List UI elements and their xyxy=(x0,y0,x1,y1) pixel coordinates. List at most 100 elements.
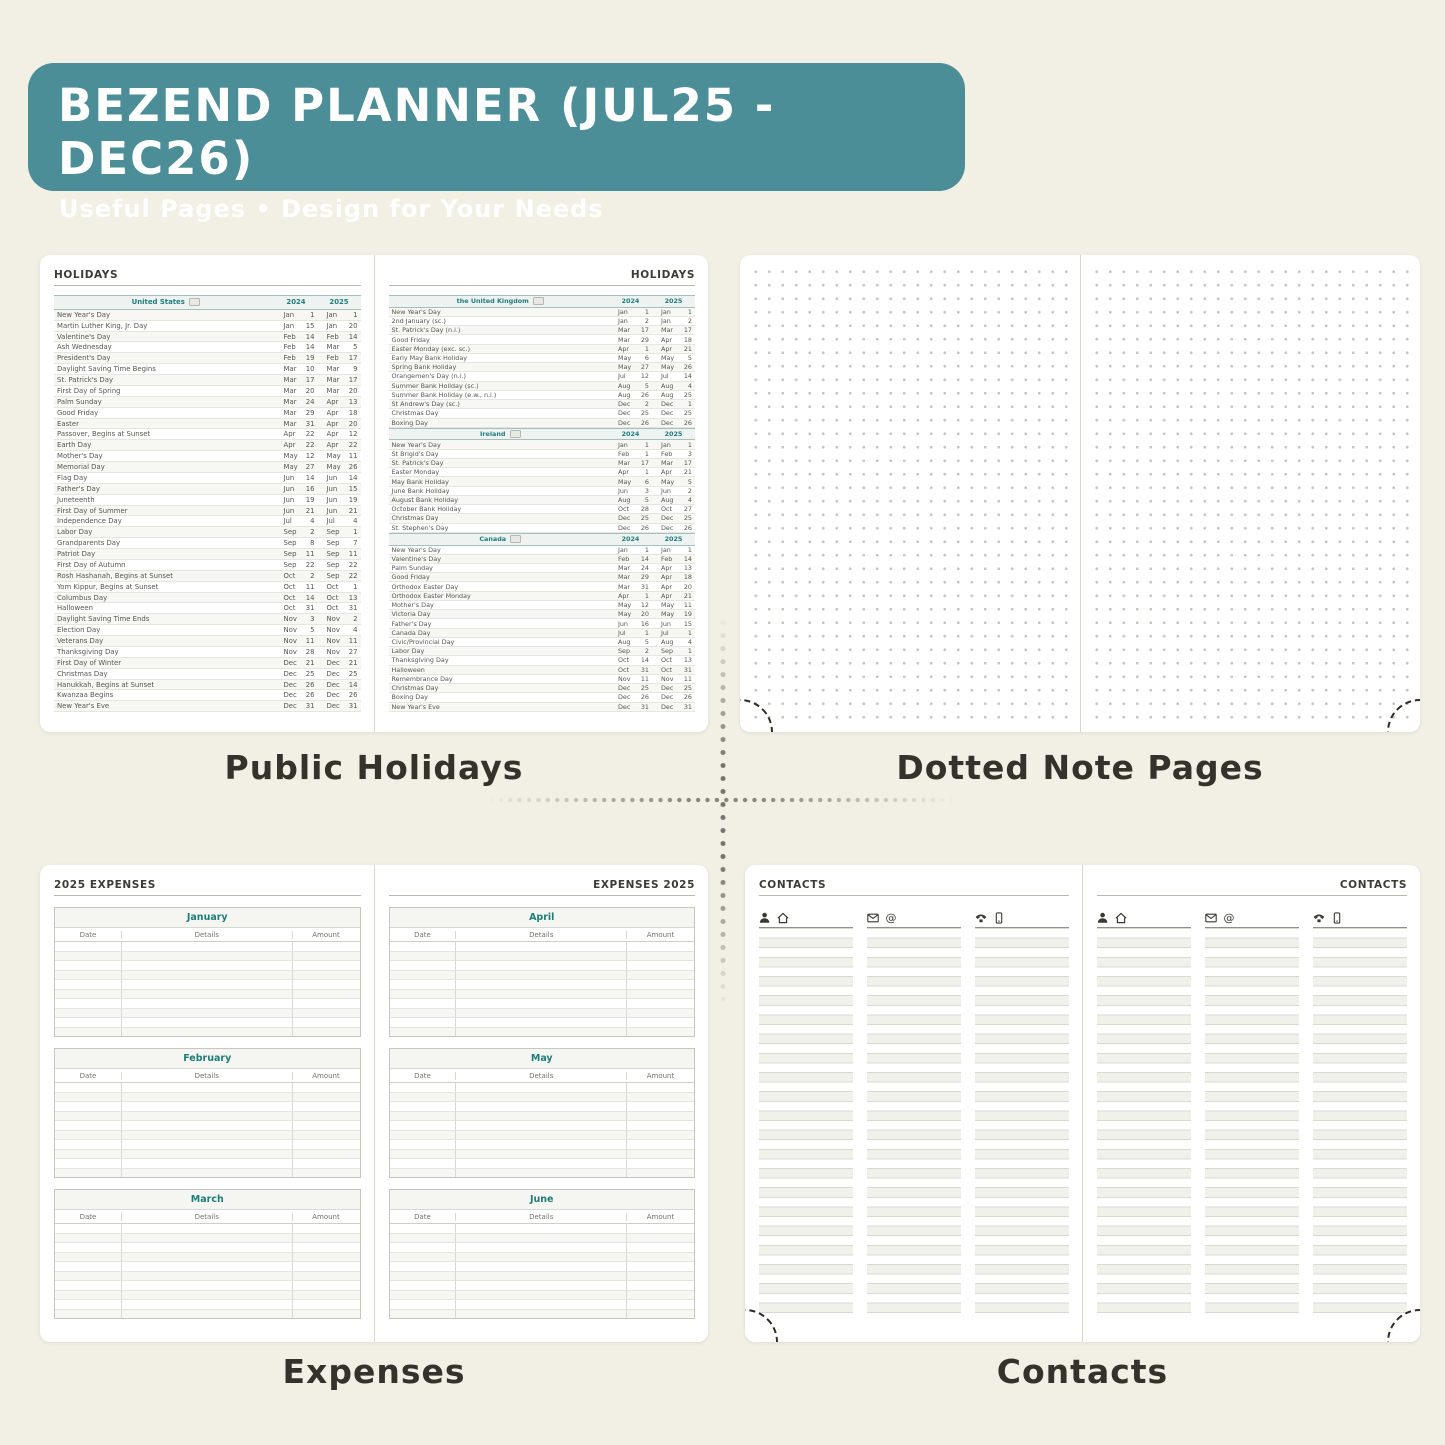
holiday-day-2025: 14 xyxy=(348,332,358,341)
holiday-day-2024: 17 xyxy=(640,459,649,468)
holiday-month-2025: Jun xyxy=(326,484,338,493)
holiday-month-2025: Oct xyxy=(661,665,673,674)
holiday-name: August Bank Holiday xyxy=(391,496,459,504)
expense-row xyxy=(389,961,694,971)
expense-cell xyxy=(55,1168,122,1177)
expense-cell xyxy=(390,1159,457,1168)
expense-row xyxy=(55,1027,360,1036)
expense-cell xyxy=(122,1168,293,1177)
holiday-month-2025: Jul xyxy=(661,372,669,381)
expense-cell xyxy=(456,1027,627,1036)
holiday-name: Valentine's Day xyxy=(57,332,111,341)
expense-column-header: Details xyxy=(456,1071,627,1080)
holiday-row: New Year's Day Jan 1 Jan 1 xyxy=(388,440,695,450)
expense-cell xyxy=(293,971,360,980)
holiday-month-2024: Oct xyxy=(283,593,296,602)
holiday-day-2024: 5 xyxy=(310,626,315,635)
expense-cell xyxy=(456,1149,627,1158)
caption-expenses: Expenses xyxy=(282,1352,466,1391)
holiday-day-2024: 24 xyxy=(305,397,315,406)
expense-cell xyxy=(55,1281,122,1290)
holiday-day-2024: 31 xyxy=(640,665,649,674)
holiday-row: Independence Day Jul 4 Jul 4 xyxy=(54,516,361,528)
expense-cell xyxy=(293,1093,360,1102)
holiday-name: Father's Day xyxy=(57,484,100,493)
expense-table: January Date Details Amount xyxy=(54,907,361,1037)
mobile-icon xyxy=(993,911,1005,924)
contact-ruled-lines xyxy=(867,928,961,1318)
expense-cell xyxy=(293,1281,360,1290)
holiday-name: President's Day xyxy=(57,354,111,363)
holiday-month-2025: Jan xyxy=(661,545,671,554)
holiday-day-2024: 14 xyxy=(305,343,315,352)
expenses-left-page: 2025 EXPENSES January Date Details Amount Fe… xyxy=(40,865,374,1342)
holiday-name: New Year's Day xyxy=(391,545,441,554)
holiday-day-2025: 13 xyxy=(348,397,358,406)
holiday-name: Victoria Day xyxy=(391,610,431,619)
holiday-row: Easter Monday (exc. sc.) Apr 1 Apr 21 xyxy=(388,344,695,354)
contacts-page-heading: CONTACTS xyxy=(1339,879,1407,891)
expense-row xyxy=(389,1111,694,1121)
expense-cell xyxy=(390,1008,457,1017)
expense-cell xyxy=(55,1092,122,1101)
holiday-month-2025: Aug xyxy=(661,390,674,399)
holiday-month-2025: Aug xyxy=(661,381,674,390)
holiday-day-2024: 2 xyxy=(644,400,649,409)
holiday-month-2025: Jun xyxy=(326,473,338,482)
holiday-day-2025: 11 xyxy=(348,452,358,461)
holiday-row: Kwanzaa Begins Dec 26 Dec 26 xyxy=(54,690,361,702)
holiday-row: Halloween Oct 31 Oct 31 xyxy=(388,665,695,675)
holiday-name: Flag Day xyxy=(57,473,88,482)
expense-cell xyxy=(390,1309,457,1318)
expense-cell xyxy=(293,952,360,961)
dotted-note-right-page xyxy=(1079,255,1421,732)
holiday-row: Good Friday Mar 29 Apr 18 xyxy=(388,573,695,583)
holiday-month-2024: Feb xyxy=(283,354,296,363)
holiday-country-label: Ireland xyxy=(389,430,610,439)
holiday-month-2024: May xyxy=(618,363,632,372)
expense-row xyxy=(389,1290,694,1300)
holiday-day-2024: 26 xyxy=(305,691,315,700)
holiday-month-2024: Dec xyxy=(283,691,297,700)
expense-column-header: Details xyxy=(122,930,293,939)
expense-cell xyxy=(456,1168,627,1177)
holiday-month-2024: May xyxy=(618,477,632,486)
expense-cell xyxy=(55,1159,122,1168)
heading-rule xyxy=(1097,895,1407,896)
expense-cell xyxy=(293,1224,360,1233)
contact-ruled-lines xyxy=(759,928,853,1318)
expense-cell xyxy=(390,951,457,960)
expense-table: May Date Details Amount xyxy=(388,1048,695,1178)
dotted-divider-horizontal xyxy=(487,796,957,804)
expense-cell xyxy=(390,1300,457,1309)
holiday-row: October Bank Holiday Oct 28 Oct 27 xyxy=(388,505,695,515)
holiday-name: Father's Day xyxy=(391,619,432,628)
expense-cell xyxy=(293,961,360,970)
expense-cell xyxy=(627,1009,694,1018)
heading-rule xyxy=(759,895,1069,896)
holiday-month-2025: Jan xyxy=(661,440,671,449)
holiday-row: St Brigid's Day Feb 1 Feb 3 xyxy=(388,450,695,459)
holiday-name: Christmas Day xyxy=(57,669,108,678)
holiday-row: Daylight Saving Time Ends Nov 3 Nov 2 xyxy=(54,614,361,626)
expense-row xyxy=(55,1130,360,1140)
holiday-day-2025: 27 xyxy=(683,505,692,514)
holiday-row: Early May Bank Holiday May 6 May 5 xyxy=(388,354,695,364)
expense-column-header: Details xyxy=(456,930,627,939)
expense-cell xyxy=(456,1290,627,1299)
holiday-row: New Year's Eve Dec 31 Dec 31 xyxy=(54,701,361,713)
holiday-month-2025: Dec xyxy=(326,658,340,667)
holiday-month-2025: Oct xyxy=(661,656,673,665)
expense-cell xyxy=(293,1310,360,1319)
holiday-row: Memorial Day May 27 May 26 xyxy=(54,462,361,473)
holiday-month-2024: Nov xyxy=(283,626,297,635)
holiday-day-2024: 3 xyxy=(310,615,315,624)
expense-cell xyxy=(390,1252,457,1261)
holiday-day-2024: 11 xyxy=(305,550,315,559)
expense-cell xyxy=(55,1243,122,1252)
expense-cell xyxy=(627,1140,694,1149)
holiday-month-2024: Jun xyxy=(283,495,295,504)
expense-row xyxy=(389,999,694,1009)
holiday-row: Canada Day Jul 1 Jul 1 xyxy=(388,628,695,638)
holiday-day-2025: 13 xyxy=(683,564,692,573)
